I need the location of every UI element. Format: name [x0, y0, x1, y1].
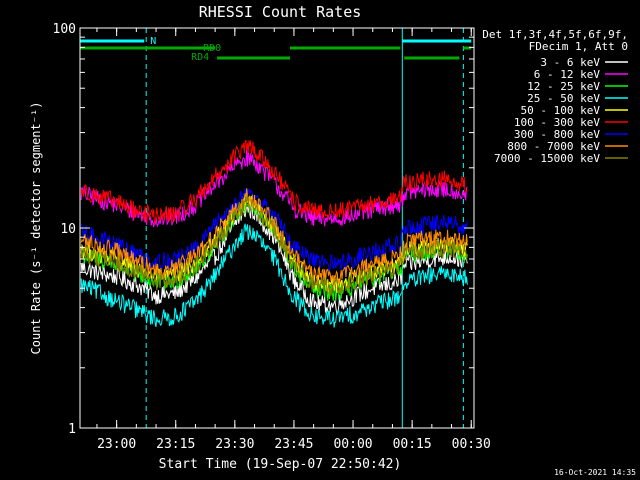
- footer-timestamp: 16-Oct-2021 14:35: [554, 468, 636, 477]
- series-line-6: [80, 139, 468, 224]
- x-tick-label-6: 00:15: [393, 437, 432, 452]
- legend-header-line-1: Det 1f,3f,4f,5f,6f,9f,: [482, 28, 628, 41]
- legend-entry-9: 7000 - 15000 keV: [494, 152, 600, 165]
- legend-entry-6: 100 - 300 keV: [514, 116, 600, 129]
- legend-entry-1: 3 - 6 keV: [540, 56, 600, 69]
- x-tick-label-1: 23:00: [97, 437, 136, 452]
- series-line-9: [80, 195, 468, 297]
- y-tick-label-1: 1: [68, 422, 76, 437]
- axes: 23:00 23:15 23:30 23:45 00:00 00:15 00:30 1 10 10…: [53, 22, 491, 452]
- x-tick-label-2: 23:15: [156, 437, 195, 452]
- y-tick-label-2: 10: [60, 222, 76, 237]
- legend-entry-5: 50 - 100 keV: [521, 104, 601, 117]
- x-tick-label-3: 23:30: [215, 437, 254, 452]
- annotation-n: N: [150, 36, 156, 47]
- chart-title: RHESSI Count Rates: [199, 3, 362, 21]
- legend-entry-8: 800 - 7000 keV: [507, 140, 600, 153]
- x-tick-label-7: 00:30: [452, 437, 491, 452]
- legend-header-line-2: FDecim 1, Att 0: [529, 40, 628, 53]
- annotation-rd4: RD4: [191, 52, 209, 63]
- y-axis-label: Count Rate (s⁻¹ detector segment⁻¹): [29, 102, 43, 355]
- legend-entry-3: 12 - 25 keV: [527, 80, 600, 93]
- legend-entry-7: 300 - 800 keV: [514, 128, 600, 141]
- x-axis-label: Start Time (19-Sep-07 22:50:42): [159, 457, 402, 472]
- x-tick-label-4: 23:45: [274, 437, 313, 452]
- legend-entry-2: 6 - 12 keV: [534, 68, 601, 81]
- legend-entry-4: 25 - 50 keV: [527, 92, 600, 105]
- x-tick-label-5: 00:00: [333, 437, 372, 452]
- series-line-4: [80, 223, 468, 328]
- annotation-rd0: RD0: [203, 43, 221, 54]
- y-tick-label-3: 100: [53, 22, 76, 37]
